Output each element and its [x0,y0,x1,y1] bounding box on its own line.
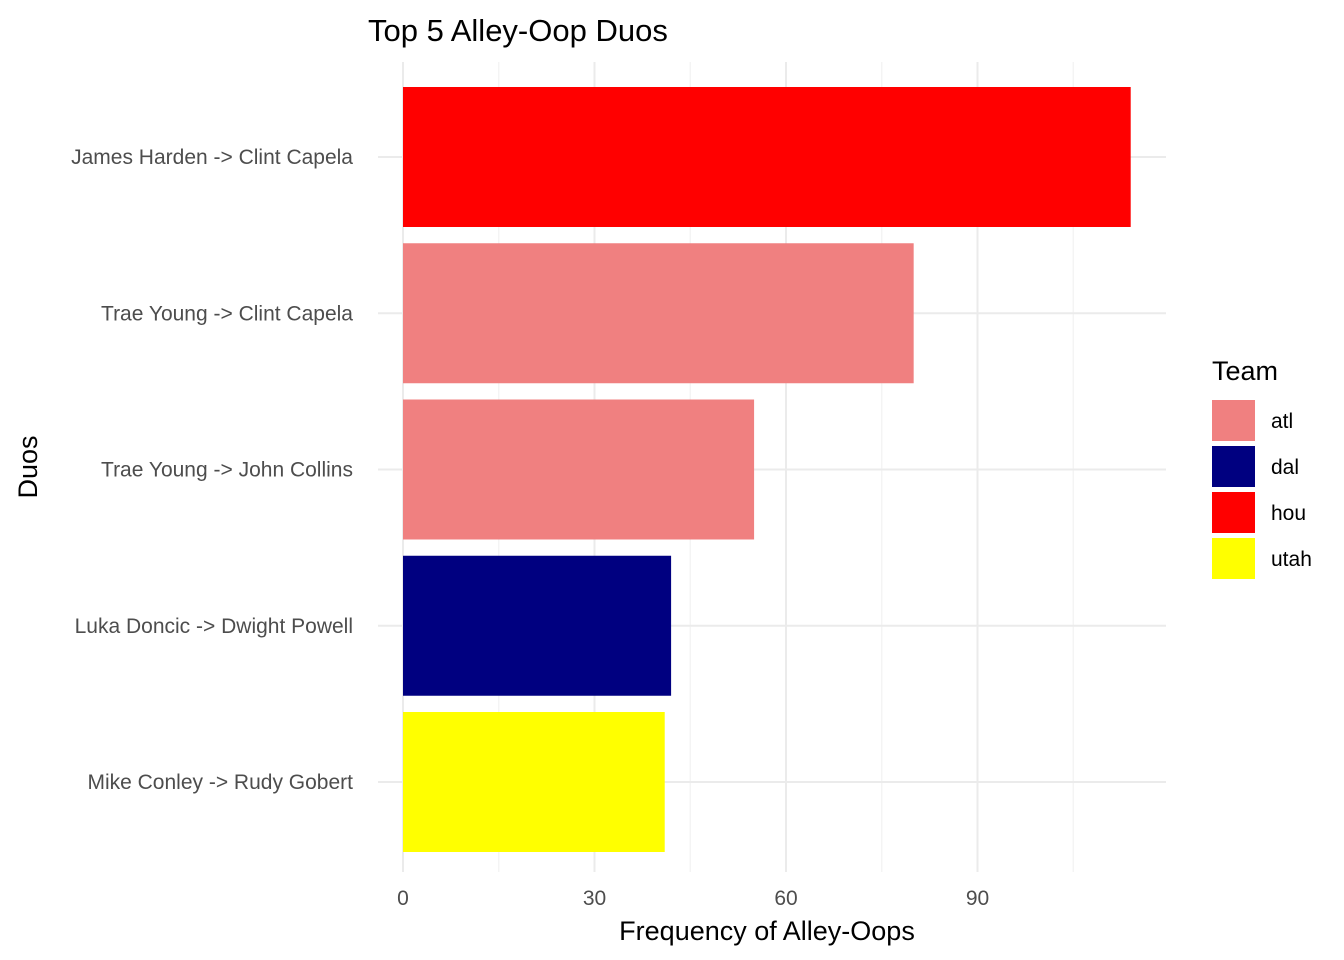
y-axis-ticks: James Harden -> Clint Capela Trae Young -… [71,146,353,794]
x-axis-ticks: 0 30 60 90 [397,887,989,910]
legend-label: atl [1271,410,1293,433]
y-tick-label: Trae Young -> John Collins [101,459,353,482]
legend-swatch [1212,492,1255,533]
legend-label: utah [1271,548,1312,571]
y-axis-title: Duos [13,435,43,498]
legend-label: hou [1271,502,1306,525]
bar [403,555,672,696]
legend-swatch [1212,446,1255,487]
chart-title: Top 5 Alley-Oop Duos [368,13,668,48]
legend-swatch [1212,538,1255,579]
bars [403,87,1131,852]
legend-title: Team [1212,356,1278,386]
x-tick-label: 30 [583,887,606,910]
x-tick-label: 0 [397,887,409,910]
y-tick-label: Trae Young -> Clint Capela [101,302,353,325]
legend: Team atl dal hou utah [1212,356,1312,579]
y-tick-label: Mike Conley -> Rudy Gobert [87,771,353,794]
legend-swatch [1212,400,1255,441]
bar [403,712,665,852]
bar [403,87,1131,227]
legend-label: dal [1271,456,1299,479]
y-tick-label: Luka Doncic -> Dwight Powell [75,615,353,638]
x-axis-title: Frequency of Alley-Oops [619,916,915,946]
bar [403,399,755,540]
y-tick-label: James Harden -> Clint Capela [71,146,353,169]
x-tick-label: 60 [774,887,797,910]
x-tick-label: 90 [966,887,989,910]
bar [403,243,914,384]
